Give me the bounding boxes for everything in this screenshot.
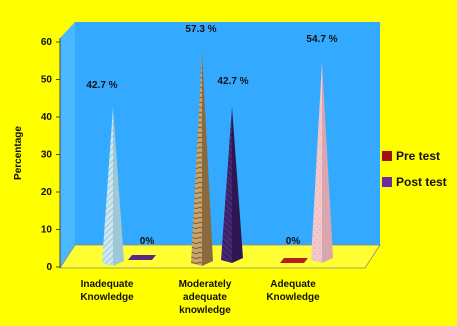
cone-1-0 <box>191 52 213 266</box>
y-tick-label: 50 <box>41 75 53 86</box>
y-tick-label: 10 <box>41 225 53 236</box>
legend-swatch-pre-test <box>382 151 392 161</box>
cone-face-left <box>191 52 202 266</box>
y-tick-label: 0 <box>46 262 52 273</box>
cone-1-1 <box>221 106 243 263</box>
cone-2-1 <box>311 61 333 263</box>
y-tick-label: 60 <box>41 37 53 48</box>
category-label: Knowledge <box>80 292 134 303</box>
legend-label-post-test: Post test <box>396 175 447 189</box>
category-label: Moderately <box>179 279 232 290</box>
cone-0-0 <box>102 106 124 266</box>
category-label: Inadequate <box>81 279 134 290</box>
plot-back-wall <box>75 22 380 245</box>
y-tick-label: 20 <box>41 187 53 198</box>
cone-face-right <box>202 52 213 266</box>
data-label: 0% <box>140 236 155 247</box>
y-axis-title: Percentage <box>13 126 24 180</box>
data-label: 42.7 % <box>86 80 117 91</box>
legend-swatch-post-test <box>382 177 392 187</box>
plot-side-wall <box>60 22 75 268</box>
category-label: Knowledge <box>266 292 320 303</box>
cone-flat <box>128 255 156 260</box>
data-label: 42.7 % <box>217 76 248 87</box>
data-label: 54.7 % <box>306 34 337 45</box>
cone-flat <box>280 258 308 263</box>
cone-0-1 <box>128 255 156 260</box>
cone-face-right <box>322 61 333 263</box>
cone-face-right <box>113 106 124 266</box>
cone-face-left <box>221 106 232 263</box>
y-tick-label: 40 <box>41 112 53 123</box>
cone-face-left <box>102 106 113 266</box>
category-label: knowledge <box>179 305 231 316</box>
category-label: Adequate <box>270 279 316 290</box>
cone-face-left <box>311 61 322 263</box>
category-label: adequate <box>183 292 227 303</box>
data-label: 0% <box>286 236 301 247</box>
cone-2-0 <box>280 258 308 263</box>
y-tick-label: 30 <box>41 150 53 161</box>
cone-face-right <box>232 106 243 263</box>
data-label: 57.3 % <box>185 24 216 35</box>
legend-label-pre-test: Pre test <box>396 149 440 163</box>
